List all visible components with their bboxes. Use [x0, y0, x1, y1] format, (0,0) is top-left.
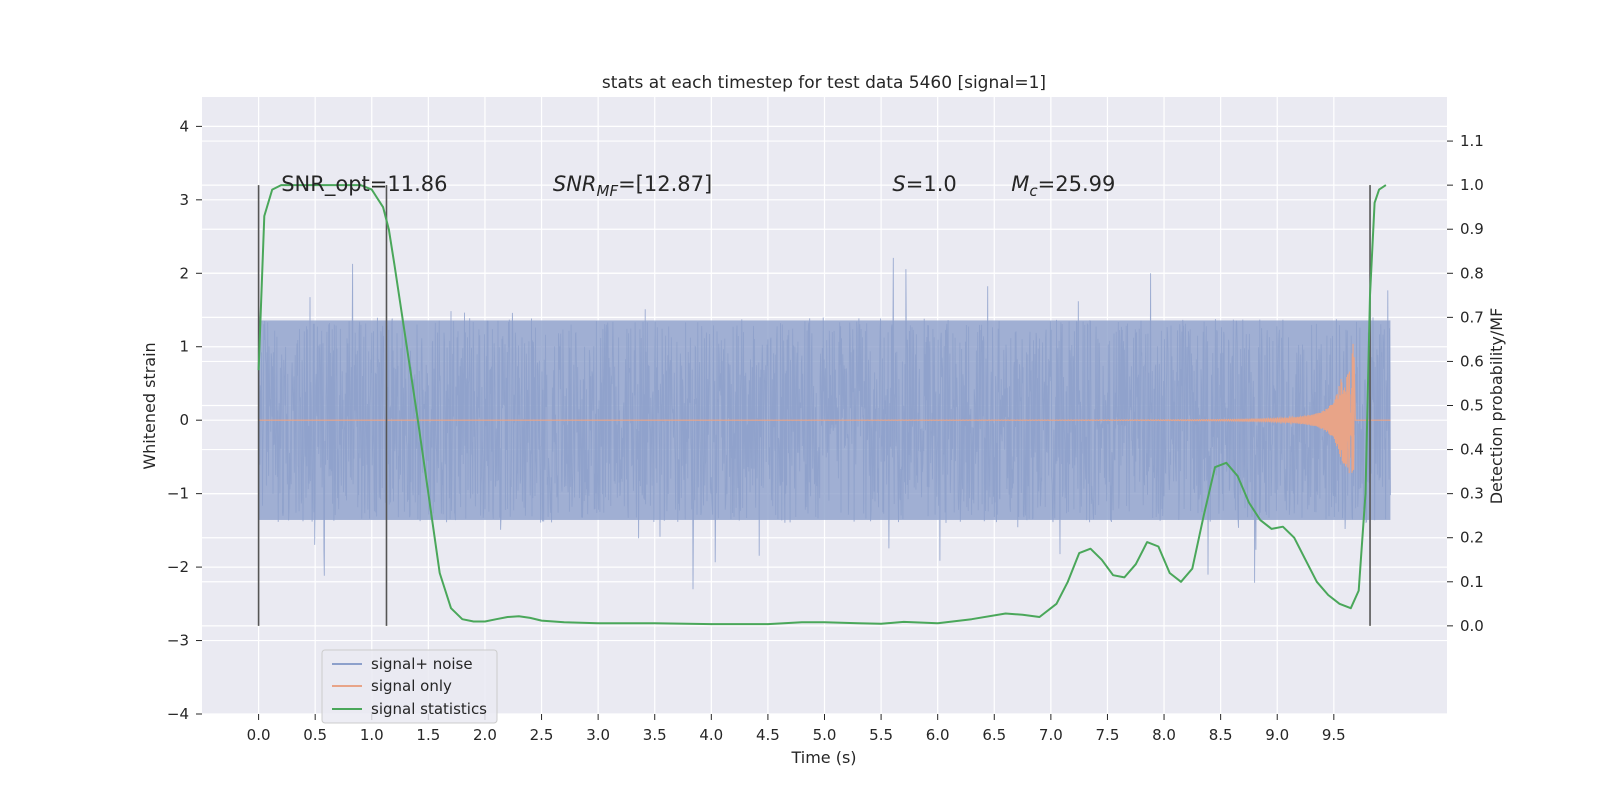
x-tick-label: 5.0 — [813, 726, 837, 744]
annotation-mc: Mc=25.99 — [1011, 172, 1115, 200]
y-tick-label-right: 0.5 — [1460, 397, 1484, 415]
annotations: SNR_opt=11.86 SNRMF=[12.87] S=1.0 Mc=25.99 — [281, 172, 1115, 200]
x-tick-label: 3.0 — [586, 726, 610, 744]
series-signal-statistics — [257, 184, 1387, 626]
trace-signal-statistics — [257, 184, 1387, 626]
x-tick-label: 6.5 — [982, 726, 1006, 744]
x-tick-label: 0.0 — [247, 726, 271, 744]
x-tick-label: 0.5 — [303, 726, 327, 744]
y-tick-label-left: 1 — [179, 338, 189, 356]
y-tick-label-right: 0.0 — [1460, 617, 1484, 635]
annotation-s: S=1.0 — [892, 172, 956, 196]
x-tick-label: 9.5 — [1322, 726, 1346, 744]
y-tick-label-right: 0.3 — [1460, 485, 1484, 503]
y-tick-label-right: 0.2 — [1460, 529, 1484, 547]
series-signal-only — [258, 343, 1391, 474]
chart-title: stats at each timestep for test data 546… — [602, 73, 1046, 93]
x-tick-label: 4.0 — [699, 726, 723, 744]
vertical-markers — [257, 185, 1371, 626]
x-tick-label: 1.5 — [416, 726, 440, 744]
legend-label-signal-statistics: signal statistics — [371, 700, 487, 718]
y-axis-label-left: Whitened strain — [140, 342, 159, 469]
y-tick-label-right: 0.8 — [1460, 264, 1484, 282]
trace-signal-only — [258, 343, 1391, 474]
annotation-snr-opt: SNR_opt=11.86 — [281, 172, 447, 197]
y-tick-label-left: 4 — [179, 117, 189, 135]
x-tick-label: 3.5 — [643, 726, 667, 744]
annotation-snr-mf: SNRMF=[12.87] — [553, 172, 712, 200]
ticks: 0.0 0.5 1.0 1.5 2.0 2.5 3.0 3.5 4.0 4.5 5.0 5.5 6.0 6… — [167, 117, 1484, 744]
y-tick-label-right: 0.6 — [1460, 352, 1484, 370]
y-tick-label-left: 3 — [179, 191, 189, 209]
legend: signal+ noise signal only signal statist… — [321, 649, 498, 724]
y-axis-label-right: Detection probability/MF — [1487, 308, 1506, 505]
y-tick-label-left: −4 — [167, 705, 189, 723]
x-tick-label: 7.5 — [1096, 726, 1120, 744]
x-tick-label: 4.5 — [756, 726, 780, 744]
y-tick-label-right: 1.1 — [1460, 132, 1484, 150]
x-tick-label: 5.5 — [869, 726, 893, 744]
legend-box — [321, 649, 498, 724]
y-tick-label-right: 0.9 — [1460, 220, 1484, 238]
x-tick-label: 8.0 — [1152, 726, 1176, 744]
x-tick-label: 9.0 — [1265, 726, 1289, 744]
y-tick-label-right: 0.7 — [1460, 308, 1484, 326]
legend-label-signal-noise: signal+ noise — [371, 655, 473, 673]
y-tick-label-right: 0.4 — [1460, 441, 1484, 459]
x-tick-label: 1.0 — [360, 726, 384, 744]
x-tick-label: 2.5 — [530, 726, 554, 744]
x-axis-label: Time (s) — [790, 748, 856, 767]
y-tick-label-right: 0.1 — [1460, 573, 1484, 591]
x-tick-label: 2.0 — [473, 726, 497, 744]
y-tick-label-left: −2 — [167, 558, 189, 576]
y-tick-label-left: −1 — [167, 485, 189, 503]
x-tick-label: 6.0 — [926, 726, 950, 744]
y-tick-label-left: −3 — [167, 632, 189, 650]
y-tick-label-left: 0 — [179, 411, 189, 429]
x-tick-label: 8.5 — [1209, 726, 1233, 744]
y-tick-label-right: 1.0 — [1460, 176, 1484, 194]
legend-label-signal-only: signal only — [371, 677, 452, 695]
y-tick-label-left: 2 — [179, 264, 189, 282]
x-tick-label: 7.0 — [1039, 726, 1063, 744]
